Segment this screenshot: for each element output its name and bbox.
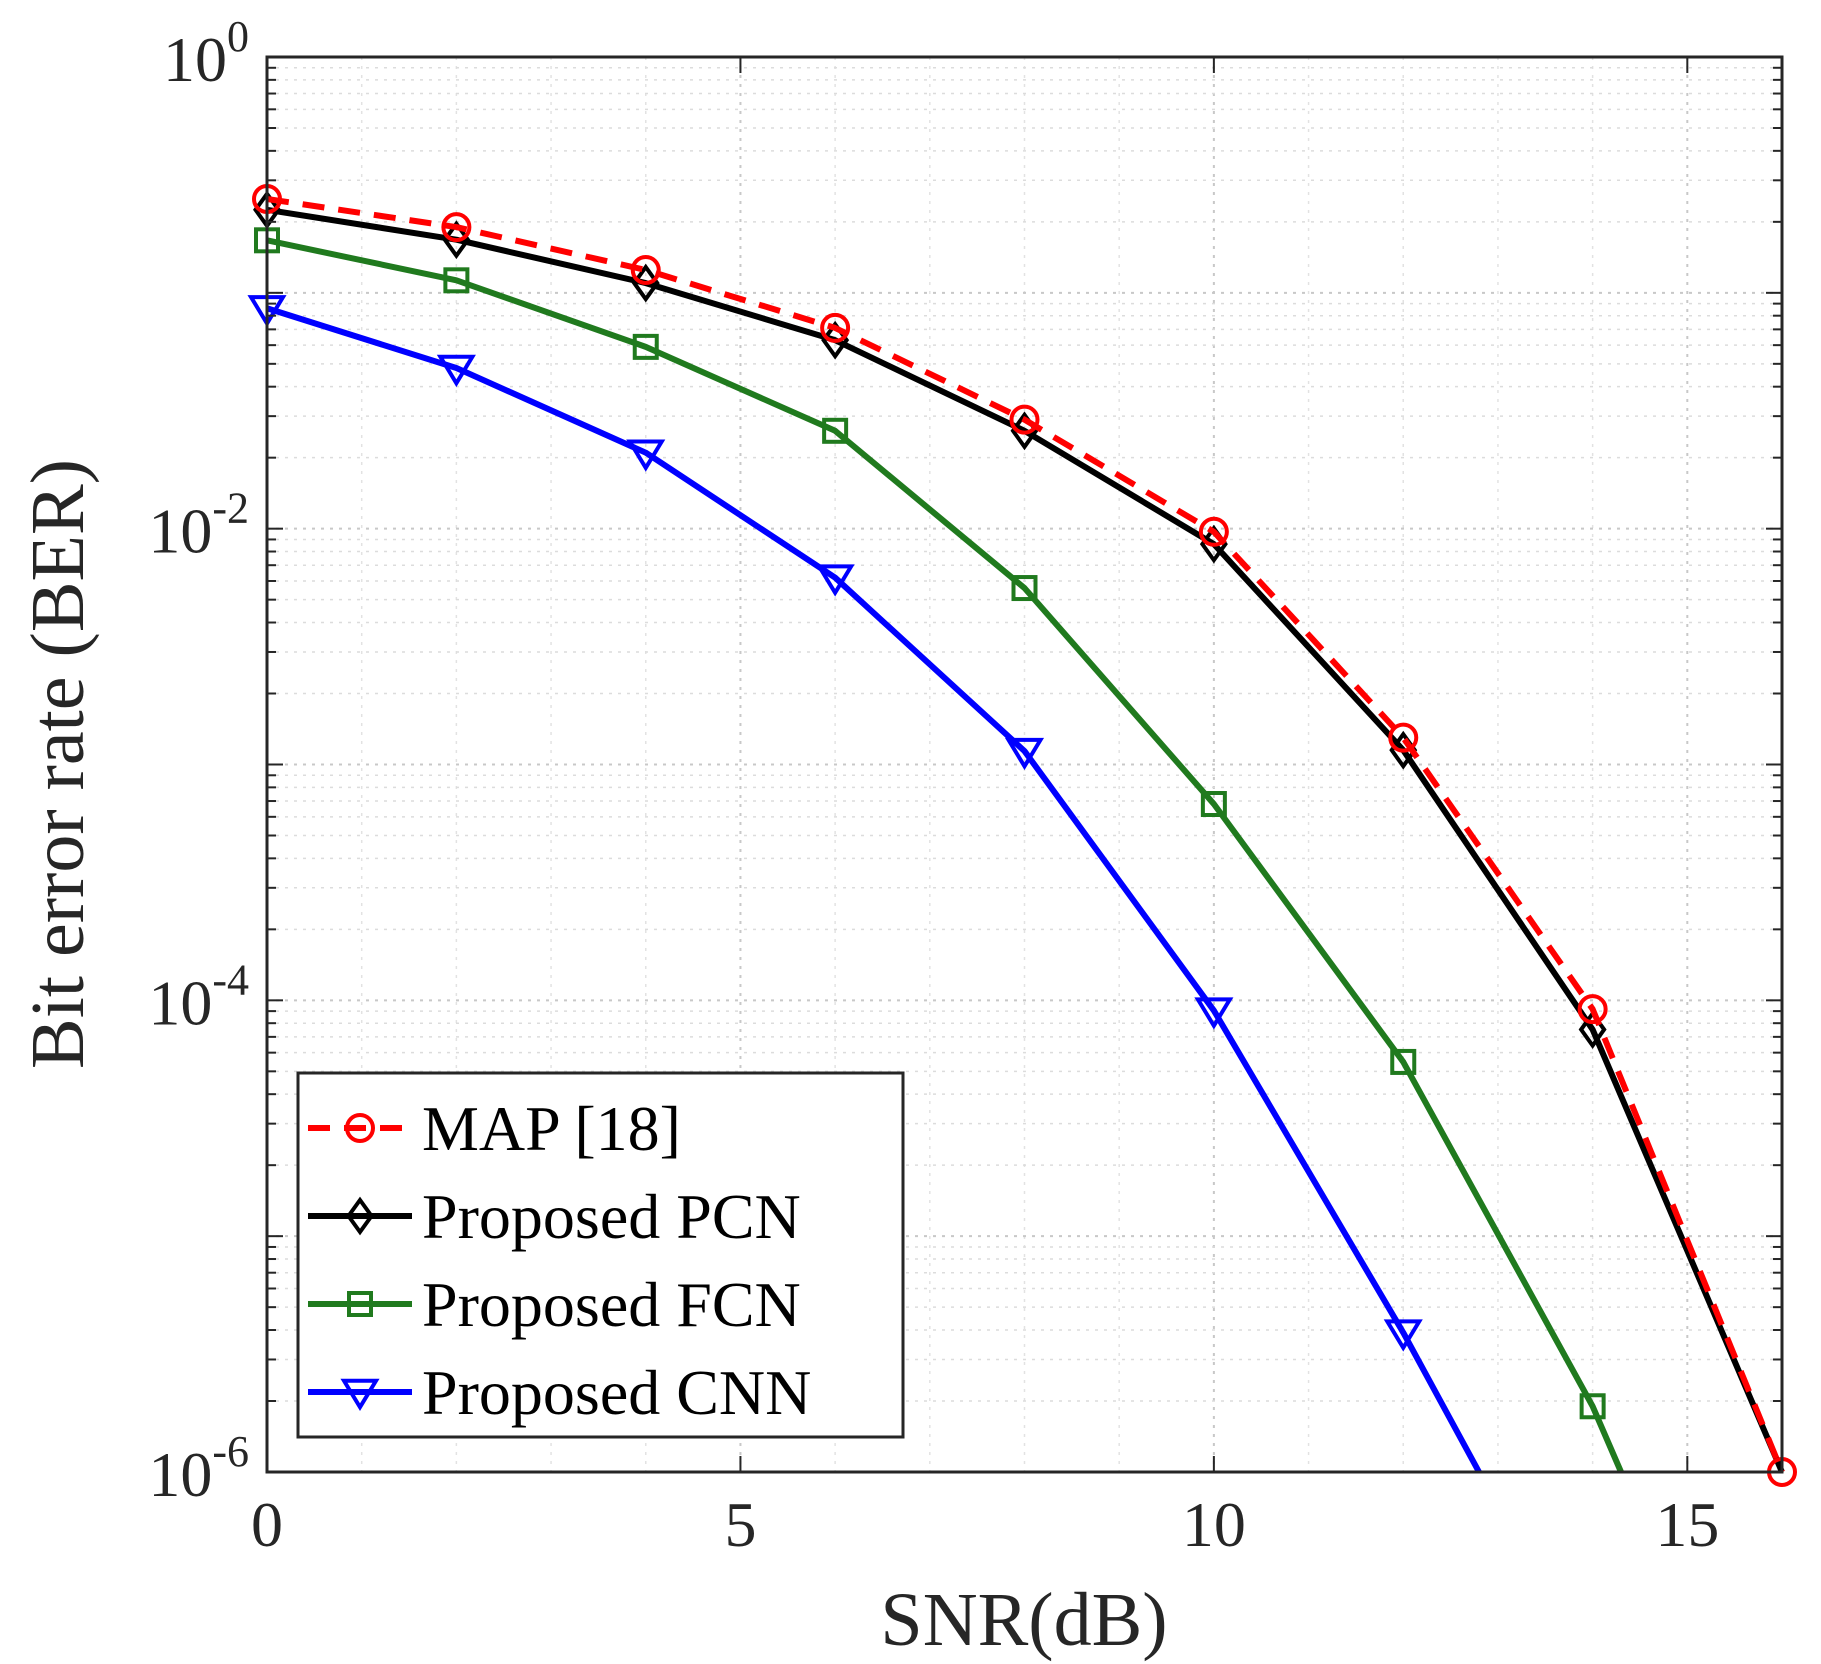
square-marker [1579, 1393, 1606, 1420]
x-axis-title: SNR(dB) [880, 1578, 1167, 1662]
triangle-marker [1194, 997, 1234, 1030]
y-tick-label: 10-6 [148, 1427, 249, 1510]
y-tick-label: 100 [163, 12, 249, 95]
y-tick-label: 10-4 [148, 955, 249, 1038]
series-line [266, 305, 1482, 1474]
square-marker [822, 417, 849, 444]
series-proposed-cnn [247, 295, 1482, 1474]
circle-marker [820, 312, 851, 343]
y-tick-label: 10-2 [148, 484, 249, 567]
diamond-marker [442, 220, 471, 260]
legend-label: MAP [18] [422, 1093, 681, 1164]
legend-entry: Proposed PCN [308, 1181, 801, 1252]
tick-labels: 0 5 10 15 100 10-2 10-4 10-6 [148, 12, 1719, 1560]
square-marker [1390, 1048, 1417, 1075]
legend-entry: MAP [18] [308, 1093, 681, 1164]
legend-label: Proposed FCN [422, 1269, 801, 1340]
y-axis-title: Bit error rate (BER) [16, 459, 100, 1069]
circle-marker [630, 254, 661, 285]
circle-marker [1388, 722, 1419, 753]
legend-entry: Proposed CNN [308, 1357, 811, 1428]
triangle-marker [1383, 1319, 1423, 1352]
square-marker [1011, 575, 1038, 602]
series-proposed-fcn [254, 227, 1624, 1474]
series-group [247, 183, 1797, 1487]
diamond-marker [631, 263, 660, 303]
triangle-marker [436, 354, 476, 388]
square-marker [632, 333, 659, 360]
triangle-marker [626, 439, 666, 472]
legend-label: Proposed CNN [422, 1357, 811, 1428]
square-marker [1200, 791, 1227, 817]
triangle-marker [1004, 737, 1045, 771]
x-tick-label: 15 [1655, 1489, 1719, 1560]
triangle-marker [340, 1378, 380, 1412]
triangle-marker [815, 564, 855, 597]
diamond-marker [346, 1196, 374, 1236]
square-marker [443, 267, 470, 294]
legend-entry: Proposed FCN [308, 1269, 801, 1340]
series-line [266, 237, 1624, 1474]
tick-marks [266, 57, 1782, 1473]
x-tick-label: 10 [1182, 1489, 1246, 1560]
legend: MAP [18] Proposed PCN Proposed FCN Proposed… [296, 1071, 905, 1439]
legend-label: Proposed PCN [422, 1181, 801, 1252]
square-marker [347, 1291, 373, 1317]
series-line [266, 196, 1785, 1474]
circle-marker [1009, 404, 1040, 435]
circle-marker [345, 1113, 375, 1143]
circle-marker [1577, 994, 1608, 1025]
circle-marker [441, 212, 472, 243]
legend-box [296, 1071, 905, 1439]
x-tick-label: 5 [724, 1489, 756, 1560]
circle-marker [1198, 516, 1229, 547]
x-tick-label: 0 [251, 1489, 283, 1560]
